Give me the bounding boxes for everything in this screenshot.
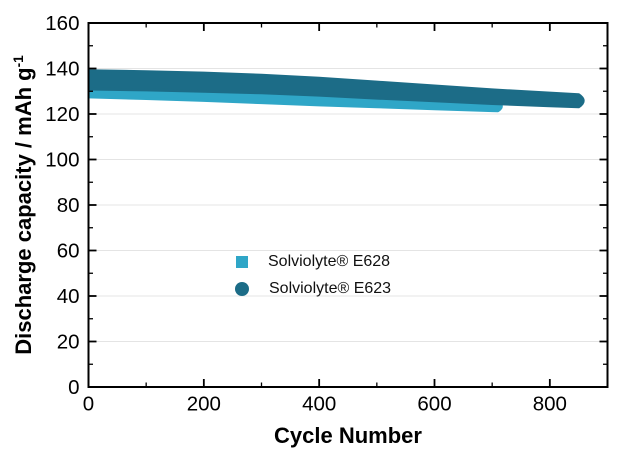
y-tick-label: 40 xyxy=(57,285,80,308)
gridlines xyxy=(88,68,608,342)
x-tick-label: 400 xyxy=(302,393,336,416)
y-tick-label: 120 xyxy=(45,103,79,126)
y-axis-label-superscript: -1 xyxy=(10,55,26,68)
legend-item-e628: Solviolyte® E628 xyxy=(235,251,391,273)
legend-label-e623: Solviolyte® E623 xyxy=(269,280,392,297)
legend-label-e628: Solviolyte® E628 xyxy=(268,253,391,270)
circle-marker-icon xyxy=(235,282,249,296)
y-tick-label: 80 xyxy=(57,194,80,217)
y-tick-label: 20 xyxy=(57,331,80,354)
square-marker-icon xyxy=(236,256,248,268)
x-axis-label: Cycle Number xyxy=(274,423,422,448)
axis-ticks xyxy=(87,22,609,388)
y-axis-label: Discharge capacity / mAh g-1 xyxy=(11,55,37,354)
legend: Solviolyte® E628 Solviolyte® E623 xyxy=(235,251,391,300)
legend-item-e623: Solviolyte® E623 xyxy=(235,278,391,300)
y-tick-label: 0 xyxy=(68,376,79,399)
series-band-1 xyxy=(88,69,585,109)
y-tick-label: 160 xyxy=(45,12,79,35)
y-tick-label: 60 xyxy=(57,240,80,263)
y-tick-label: 140 xyxy=(45,58,79,81)
x-tick-label: 200 xyxy=(187,393,221,416)
tick-labels: 0 200 400 600 800 0 20 40 60 80 100 120 140 160 xyxy=(45,12,567,415)
x-tick-label: 800 xyxy=(533,393,567,416)
y-axis-label-text: Discharge capacity / mAh g xyxy=(11,67,37,355)
data-series xyxy=(88,69,585,113)
x-tick-label: 600 xyxy=(417,393,451,416)
x-tick-label: 0 xyxy=(83,393,94,416)
y-tick-label: 100 xyxy=(45,149,79,172)
